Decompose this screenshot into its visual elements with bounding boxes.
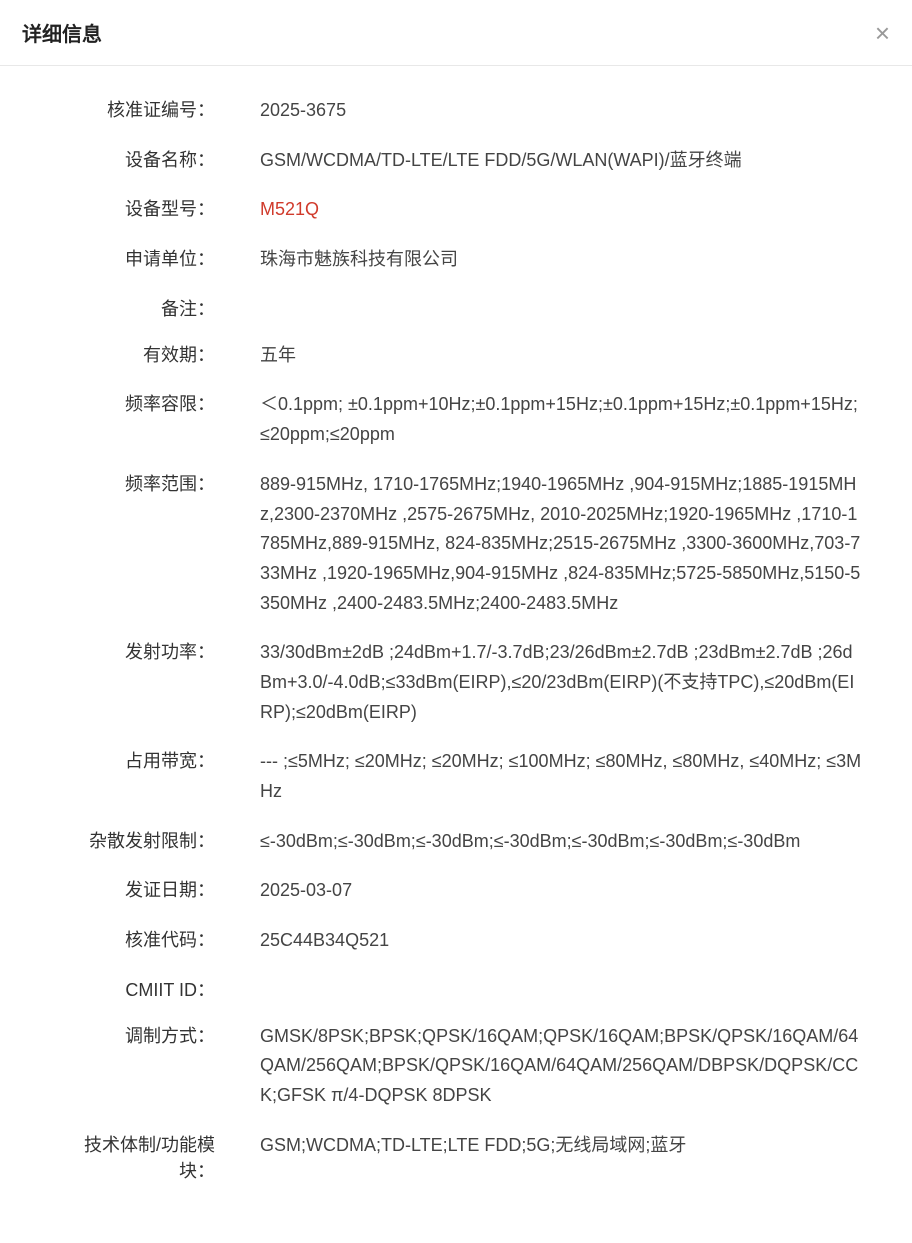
row-label: 发证日期： xyxy=(50,876,215,902)
detail-row: CMIIT ID： xyxy=(50,976,862,1002)
modal-title: 详细信息 xyxy=(22,18,102,47)
modal-body: 核准证编号：2025-3675设备名称：GSM/WCDMA/TD-LTE/LTE… xyxy=(0,66,912,1243)
row-value: 五年 xyxy=(215,341,862,371)
close-icon[interactable]: × xyxy=(875,20,890,46)
detail-row: 调制方式：GMSK/8PSK;BPSK;QPSK/16QAM;QPSK/16QA… xyxy=(50,1022,862,1111)
detail-row: 频率范围：889-915MHz, 1710-1765MHz;1940-1965M… xyxy=(50,470,862,618)
row-label: CMIIT ID： xyxy=(50,976,215,1002)
row-value: GMSK/8PSK;BPSK;QPSK/16QAM;QPSK/16QAM;BPS… xyxy=(215,1022,862,1111)
row-label: 设备名称： xyxy=(50,146,215,172)
row-value: 889-915MHz, 1710-1765MHz;1940-1965MHz ,9… xyxy=(215,470,862,618)
row-value: 珠海市魅族科技有限公司 xyxy=(215,245,862,275)
row-value: GSM;WCDMA;TD-LTE;LTE FDD;5G;无线局域网;蓝牙 xyxy=(215,1131,862,1161)
row-label: 杂散发射限制： xyxy=(50,827,215,853)
modal-header: 详细信息 × xyxy=(0,0,912,66)
row-value: 2025-3675 xyxy=(215,96,862,126)
detail-row: 杂散发射限制：≤-30dBm;≤-30dBm;≤-30dBm;≤-30dBm;≤… xyxy=(50,827,862,857)
row-label: 发射功率： xyxy=(50,638,215,664)
row-label: 有效期： xyxy=(50,341,215,367)
row-value: 33/30dBm±2dB ;24dBm+1.7/-3.7dB;23/26dBm±… xyxy=(215,638,862,727)
detail-row: 核准证编号：2025-3675 xyxy=(50,96,862,126)
row-label: 申请单位： xyxy=(50,245,215,271)
detail-row: 设备型号：M521Q xyxy=(50,195,862,225)
row-label: 技术体制/功能模块： xyxy=(50,1131,215,1183)
detail-row: 申请单位：珠海市魅族科技有限公司 xyxy=(50,245,862,275)
detail-row: 技术体制/功能模块：GSM;WCDMA;TD-LTE;LTE FDD;5G;无线… xyxy=(50,1131,862,1183)
row-label: 频率范围： xyxy=(50,470,215,496)
row-value: GSM/WCDMA/TD-LTE/LTE FDD/5G/WLAN(WAPI)/蓝… xyxy=(215,146,862,176)
row-value: --- ;≤5MHz; ≤20MHz; ≤20MHz; ≤100MHz; ≤80… xyxy=(215,747,862,806)
detail-row: 发证日期：2025-03-07 xyxy=(50,876,862,906)
detail-row: 备注： xyxy=(50,295,862,321)
row-value: ＜0.1ppm; ±0.1ppm+10Hz;±0.1ppm+15Hz;±0.1p… xyxy=(215,390,862,449)
row-value: 25C44B34Q521 xyxy=(215,926,862,956)
detail-row: 设备名称：GSM/WCDMA/TD-LTE/LTE FDD/5G/WLAN(WA… xyxy=(50,146,862,176)
row-label: 设备型号： xyxy=(50,195,215,221)
detail-modal: 详细信息 × 核准证编号：2025-3675设备名称：GSM/WCDMA/TD-… xyxy=(0,0,912,1243)
row-label: 核准代码： xyxy=(50,926,215,952)
row-label: 占用带宽： xyxy=(50,747,215,773)
row-value: M521Q xyxy=(215,195,862,225)
row-label: 调制方式： xyxy=(50,1022,215,1048)
detail-row: 频率容限：＜0.1ppm; ±0.1ppm+10Hz;±0.1ppm+15Hz;… xyxy=(50,390,862,449)
row-value: ≤-30dBm;≤-30dBm;≤-30dBm;≤-30dBm;≤-30dBm;… xyxy=(215,827,862,857)
detail-row: 占用带宽：--- ;≤5MHz; ≤20MHz; ≤20MHz; ≤100MHz… xyxy=(50,747,862,806)
row-label: 频率容限： xyxy=(50,390,215,416)
row-label: 备注： xyxy=(50,295,215,321)
detail-row: 核准代码：25C44B34Q521 xyxy=(50,926,862,956)
row-value: 2025-03-07 xyxy=(215,876,862,906)
row-label: 核准证编号： xyxy=(50,96,215,122)
detail-row: 有效期：五年 xyxy=(50,341,862,371)
detail-row: 发射功率：33/30dBm±2dB ;24dBm+1.7/-3.7dB;23/2… xyxy=(50,638,862,727)
